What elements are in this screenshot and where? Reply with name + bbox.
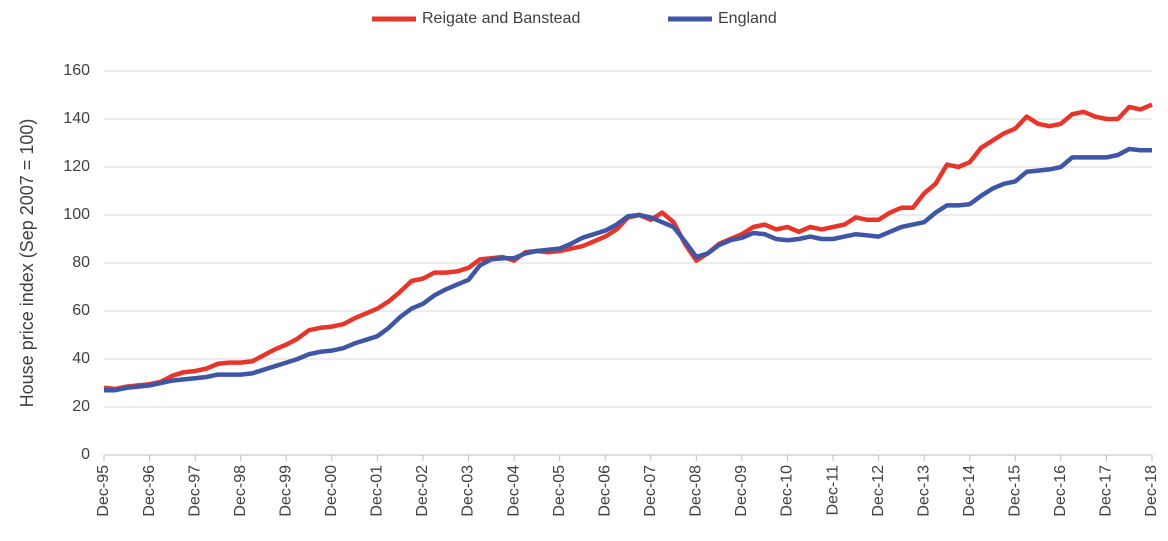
y-tick-label: 60 [72,302,90,319]
x-tick-label: Dec-09 [733,465,750,517]
x-tick-label: Dec-99 [277,465,294,517]
x-tick-label: Dec-96 [141,465,158,517]
y-tick-label: 0 [81,446,90,463]
y-axis-label: House price index (Sep 2007 = 100) [17,119,37,408]
x-tick-label: Dec-18 [1143,465,1160,517]
x-tick-label: Dec-06 [596,465,613,517]
x-tick-label: Dec-95 [95,465,112,517]
series-line [104,146,1152,393]
legend-label: England [718,10,777,27]
x-tick-label: Dec-16 [1052,465,1069,517]
x-tick-label: Dec-17 [1098,465,1115,517]
x-tick-label: Dec-02 [414,465,431,517]
x-tick-label: Dec-11 [824,465,841,515]
legend-label: Reigate and Banstead [422,10,580,27]
x-tick-label: Dec-03 [460,465,477,517]
x-tick-label: Dec-97 [186,465,203,517]
x-tick-label: Dec-07 [642,465,659,517]
y-tick-label: 20 [72,398,90,415]
y-tick-label: 100 [63,206,90,223]
y-tick-label: 140 [63,110,90,127]
x-tick-label: Dec-10 [779,465,796,517]
x-tick-label: Dec-01 [369,465,386,517]
x-tick-label: Dec-00 [323,465,340,517]
x-tick-label: Dec-14 [961,465,978,517]
y-tick-label: 160 [63,62,90,79]
x-tick-label: Dec-05 [551,465,568,517]
y-tick-label: 120 [63,158,90,175]
series-line [103,102,1153,392]
x-tick-label: Dec-13 [915,465,932,517]
y-tick-label: 40 [72,350,90,367]
x-tick-label: Dec-04 [505,465,522,517]
y-tick-label: 80 [72,254,90,271]
x-tick-label: Dec-12 [870,465,887,517]
x-tick-label: Dec-08 [688,465,705,517]
x-tick-label: Dec-15 [1007,465,1024,517]
x-tick-label: Dec-98 [232,465,249,517]
